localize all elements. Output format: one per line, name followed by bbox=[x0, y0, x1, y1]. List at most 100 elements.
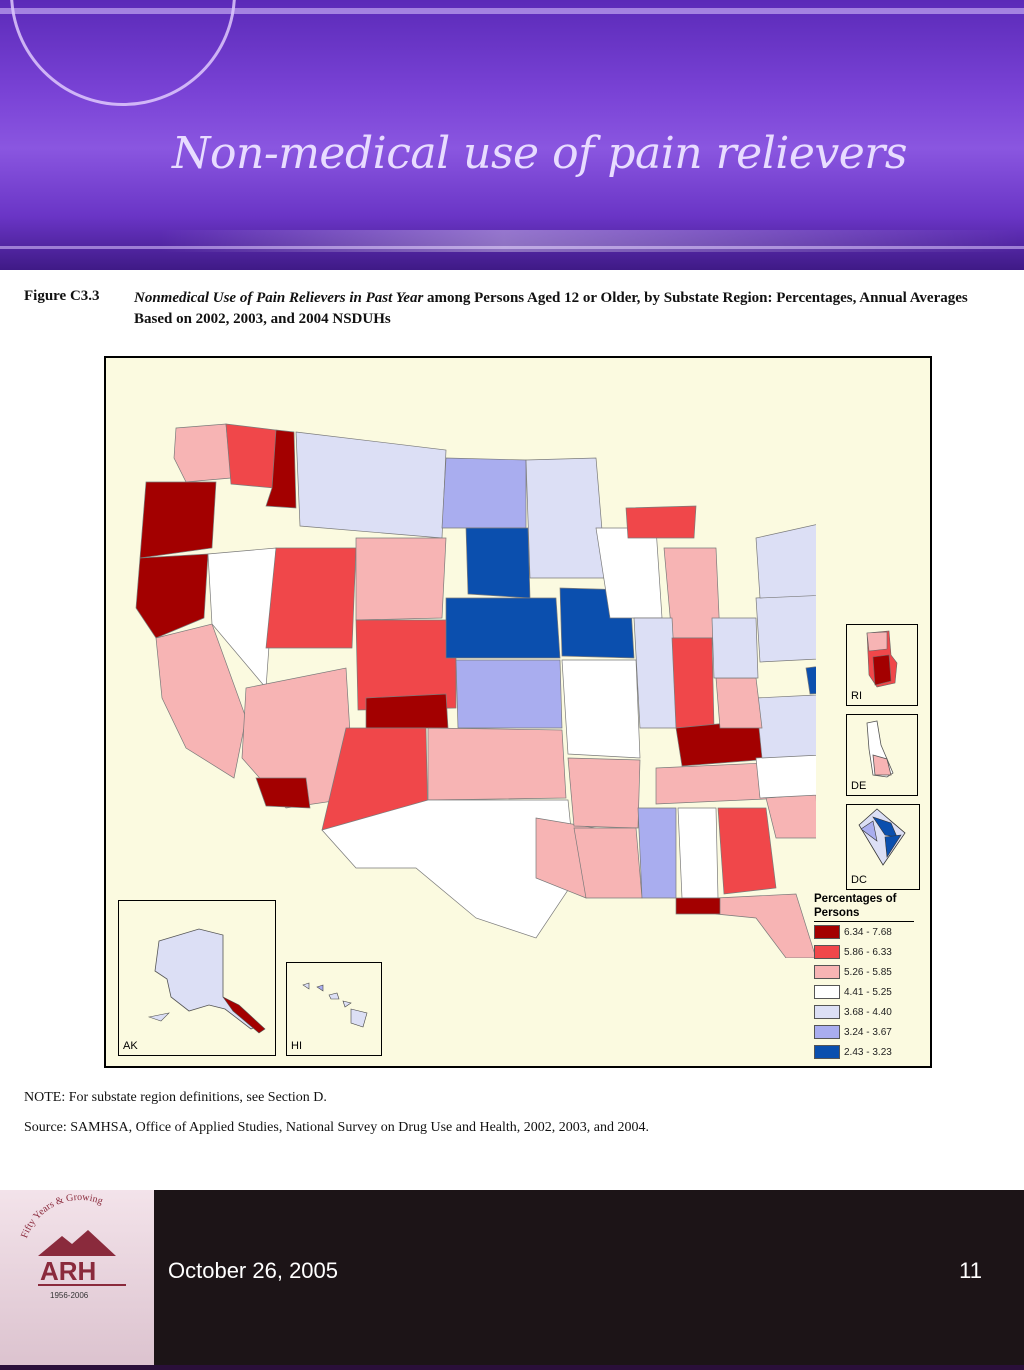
legend-label: 5.86 - 6.33 bbox=[844, 946, 892, 958]
map-region-pa bbox=[755, 594, 816, 663]
legend-label: 3.68 - 4.40 bbox=[844, 1006, 892, 1018]
legend-item: 4.41 - 5.25 bbox=[814, 982, 914, 1002]
map-region-co-south bbox=[365, 693, 449, 729]
legend-item: 2.43 - 3.23 bbox=[814, 1042, 914, 1062]
inset-ak-label: AK bbox=[123, 1040, 138, 1052]
inset-de: DE bbox=[846, 714, 918, 796]
inset-de-label: DE bbox=[851, 780, 867, 792]
inset-ak: AK bbox=[118, 900, 276, 1056]
de-region bbox=[872, 754, 892, 776]
inset-hi: HI bbox=[286, 962, 382, 1056]
inset-ri: RI bbox=[846, 624, 918, 706]
map-region-or-west bbox=[139, 481, 217, 559]
map-region-il bbox=[633, 617, 679, 729]
map-region-ne bbox=[445, 597, 561, 659]
figure-note: NOTE: For substate region definitions, s… bbox=[24, 1090, 327, 1105]
inset-ri-map bbox=[866, 630, 898, 688]
inset-dc-map bbox=[858, 808, 906, 866]
inset-ak-map bbox=[147, 928, 266, 1034]
map-region-mn bbox=[525, 457, 607, 579]
inset-hi-label: HI bbox=[291, 1040, 302, 1052]
legend-label: 6.34 - 7.68 bbox=[844, 926, 892, 938]
map-region-ok bbox=[427, 727, 567, 801]
map-region-al bbox=[677, 807, 719, 899]
inset-dc-label: DC bbox=[851, 874, 867, 886]
inset-de-map bbox=[866, 720, 894, 778]
ri-region bbox=[872, 654, 892, 686]
us-choropleth-map bbox=[135, 423, 816, 958]
legend-item: 5.86 - 6.33 bbox=[814, 942, 914, 962]
figure-caption-italic: Nonmedical Use of Pain Relievers in Past… bbox=[134, 290, 424, 306]
map-region-ga bbox=[717, 807, 777, 895]
map-region-ny bbox=[755, 524, 816, 599]
page-number: 11 bbox=[959, 1258, 982, 1283]
map-region-ar bbox=[567, 757, 641, 829]
logo-years: 1956-2006 bbox=[50, 1291, 89, 1300]
inset-hi-map bbox=[302, 982, 368, 1028]
dc-region bbox=[884, 834, 902, 858]
logo-name: ARH bbox=[40, 1256, 96, 1286]
hi-island bbox=[316, 984, 324, 992]
map-region-az-south bbox=[255, 777, 311, 809]
legend-title: Percentages of Persons bbox=[814, 892, 914, 922]
map-region-sc bbox=[765, 793, 816, 839]
legend-label: 5.26 - 5.85 bbox=[844, 966, 892, 978]
legend-swatch bbox=[814, 1025, 840, 1039]
ak-region bbox=[222, 996, 266, 1034]
map-region-wy bbox=[355, 537, 447, 621]
legend-label: 3.24 - 3.67 bbox=[844, 1026, 892, 1038]
slide-header: Non-medical use of pain relievers bbox=[0, 0, 1024, 270]
map-region-nc bbox=[755, 754, 816, 799]
dc-region bbox=[860, 820, 878, 842]
map-region-ms bbox=[637, 807, 677, 899]
map-region-oh bbox=[711, 617, 759, 679]
map-region-ca-north bbox=[135, 553, 209, 639]
arh-logo-panel: Fifty Years & Growing ARH 1956-2006 bbox=[0, 1190, 154, 1365]
header-sheen bbox=[160, 230, 1020, 252]
footer-date: October 26, 2005 bbox=[168, 1258, 339, 1283]
map-region-fl-panhandle bbox=[675, 897, 721, 915]
map-frame: RI DE DC AK bbox=[104, 356, 932, 1068]
legend-swatch bbox=[814, 985, 840, 999]
map-region-va bbox=[755, 694, 816, 759]
hi-island bbox=[350, 1008, 368, 1028]
map-region-ks bbox=[455, 659, 563, 729]
logo-rule bbox=[38, 1284, 126, 1286]
map-region-ut bbox=[265, 547, 357, 649]
map-region-wa-west bbox=[173, 423, 232, 483]
map-region-co bbox=[355, 619, 457, 711]
hi-island bbox=[302, 982, 310, 990]
map-region-fl bbox=[715, 893, 816, 958]
legend-label: 4.41 - 5.25 bbox=[844, 986, 892, 998]
legend-item: 6.34 - 7.68 bbox=[814, 922, 914, 942]
legend-item: 3.24 - 3.67 bbox=[814, 1022, 914, 1042]
inset-ri-label: RI bbox=[851, 690, 862, 702]
map-region-tx bbox=[321, 799, 577, 939]
figure-label: Figure C3.3 bbox=[24, 288, 100, 304]
arh-logo: Fifty Years & Growing ARH 1956-2006 bbox=[19, 1192, 126, 1300]
legend-swatch bbox=[814, 1005, 840, 1019]
legend-swatch bbox=[814, 945, 840, 959]
slide-title: Non-medical use of pain relievers bbox=[172, 128, 907, 179]
map-region-id-north bbox=[265, 429, 297, 509]
slide-footer: Fifty Years & Growing ARH 1956-2006 Octo… bbox=[0, 1190, 1024, 1365]
legend-item: 5.26 - 5.85 bbox=[814, 962, 914, 982]
inset-dc: DC bbox=[846, 804, 920, 890]
map-region-mo bbox=[561, 659, 641, 759]
map-region-nd bbox=[441, 457, 527, 529]
legend-swatch bbox=[814, 925, 840, 939]
map-region-az bbox=[241, 667, 355, 809]
logo-tagline-text: Fifty Years & Growing bbox=[19, 1192, 104, 1240]
map-region-wa-east bbox=[225, 423, 277, 489]
legend-swatch bbox=[814, 965, 840, 979]
slide-content: Figure C3.3 Nonmedical Use of Pain Relie… bbox=[0, 270, 1024, 1190]
map-region-mi-up bbox=[625, 505, 697, 539]
hi-island bbox=[328, 992, 340, 1000]
legend-swatch bbox=[814, 1045, 840, 1059]
map-legend: Percentages of Persons 6.34 - 7.68 5.86 -… bbox=[814, 892, 914, 1062]
map-region-la bbox=[573, 827, 643, 899]
hi-island bbox=[342, 1000, 352, 1008]
map-region-in bbox=[671, 637, 715, 729]
figure-caption: Nonmedical Use of Pain Relievers in Past… bbox=[134, 288, 1004, 330]
map-region-mt bbox=[295, 431, 447, 539]
